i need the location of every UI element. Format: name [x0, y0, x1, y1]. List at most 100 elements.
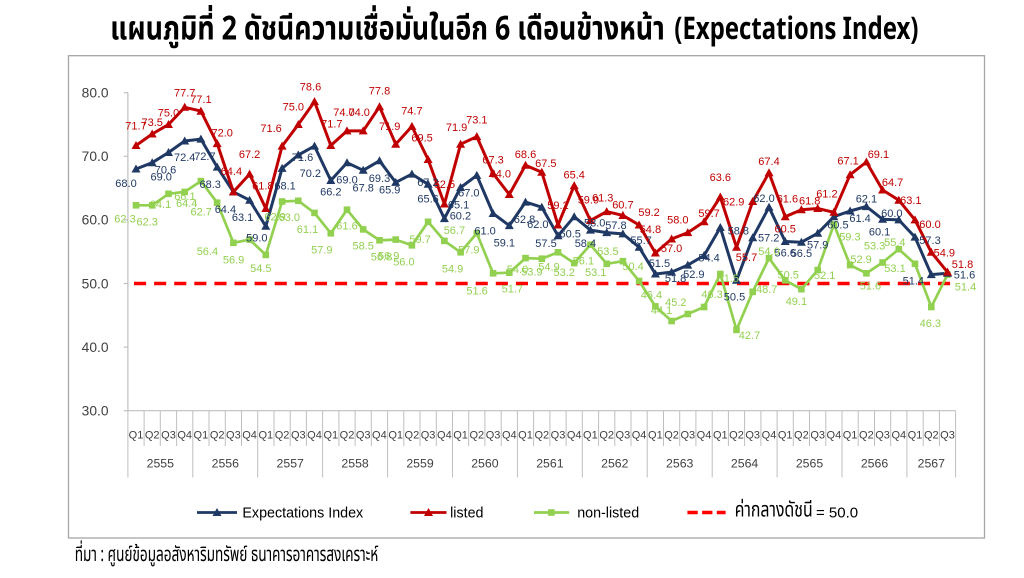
svg-text:60.7: 60.7: [612, 199, 633, 211]
svg-text:71.7: 71.7: [321, 119, 342, 131]
svg-text:57.2: 57.2: [758, 233, 779, 245]
svg-text:2556: 2556: [212, 457, 240, 471]
svg-text:67.3: 67.3: [482, 155, 503, 167]
svg-text:55.7: 55.7: [736, 252, 757, 264]
svg-text:Q3: Q3: [161, 430, 176, 442]
svg-text:Q3: Q3: [616, 430, 631, 442]
svg-text:77.8: 77.8: [369, 86, 390, 98]
svg-text:Q1: Q1: [583, 430, 598, 442]
svg-text:66.2: 66.2: [320, 187, 341, 199]
svg-text:51.6: 51.6: [466, 285, 487, 297]
svg-text:63.1: 63.1: [900, 195, 921, 207]
svg-text:51.8: 51.8: [665, 273, 686, 285]
svg-text:Q3: Q3: [875, 430, 890, 442]
svg-text:58.8: 58.8: [728, 226, 749, 238]
svg-text:53.2: 53.2: [553, 267, 574, 279]
svg-text:56.6: 56.6: [774, 248, 795, 260]
svg-text:50.5: 50.5: [724, 291, 745, 303]
svg-text:60.0: 60.0: [881, 208, 902, 220]
svg-text:60.0: 60.0: [82, 213, 109, 228]
svg-text:51.7: 51.7: [502, 284, 523, 296]
svg-text:Q4: Q4: [242, 430, 257, 442]
svg-text:57.3: 57.3: [919, 235, 940, 247]
svg-text:54.4: 54.4: [698, 253, 719, 265]
svg-text:55.4: 55.4: [884, 237, 905, 249]
svg-text:67.5: 67.5: [535, 158, 556, 170]
svg-text:Q3: Q3: [226, 430, 241, 442]
svg-text:70.6: 70.6: [155, 165, 176, 177]
svg-text:74.0: 74.0: [348, 107, 369, 119]
svg-text:54.0: 54.0: [507, 264, 528, 276]
svg-text:61.4: 61.4: [849, 213, 870, 225]
svg-text:67.8: 67.8: [352, 182, 373, 194]
svg-text:57.5: 57.5: [535, 238, 556, 250]
svg-text:54.5: 54.5: [250, 263, 271, 275]
svg-text:62.7: 62.7: [190, 207, 211, 219]
svg-text:59.1: 59.1: [494, 238, 515, 250]
svg-text:53.3: 53.3: [864, 241, 885, 253]
svg-text:72.4: 72.4: [174, 152, 195, 164]
svg-text:59.2: 59.2: [638, 207, 659, 219]
svg-text:Q1: Q1: [129, 430, 144, 442]
svg-text:62.3: 62.3: [114, 213, 135, 225]
svg-text:46.3: 46.3: [920, 318, 941, 330]
svg-text:Q2: Q2: [794, 430, 809, 442]
svg-text:2565: 2565: [796, 457, 824, 471]
svg-text:60.0: 60.0: [919, 219, 940, 231]
svg-text:71.6: 71.6: [292, 152, 313, 164]
svg-text:64.1: 64.1: [150, 199, 171, 211]
svg-text:65.1: 65.1: [448, 200, 469, 212]
svg-text:59.3: 59.3: [839, 231, 860, 243]
svg-text:40.0: 40.0: [82, 340, 109, 355]
svg-text:Q1: Q1: [323, 430, 338, 442]
svg-text:51.6: 51.6: [860, 280, 881, 292]
svg-text:57.9: 57.9: [458, 244, 479, 256]
svg-text:2560: 2560: [471, 457, 499, 471]
svg-text:78.6: 78.6: [300, 82, 321, 94]
svg-text:80.0: 80.0: [82, 86, 109, 101]
svg-text:Q2: Q2: [469, 430, 484, 442]
svg-text:non-listed: non-listed: [577, 506, 639, 522]
svg-text:Q4: Q4: [372, 430, 387, 442]
svg-text:58.4: 58.4: [575, 238, 596, 250]
svg-text:Q4: Q4: [502, 430, 517, 442]
svg-text:60.5: 60.5: [827, 220, 848, 232]
svg-text:63.6: 63.6: [710, 172, 731, 184]
svg-text:Q2: Q2: [924, 430, 939, 442]
svg-text:64.0: 64.0: [490, 169, 511, 181]
svg-text:54.8: 54.8: [640, 224, 661, 236]
svg-text:64.4: 64.4: [176, 198, 197, 210]
svg-text:61.1: 61.1: [297, 224, 318, 236]
svg-text:Q4: Q4: [437, 430, 452, 442]
svg-text:Q1: Q1: [258, 430, 273, 442]
svg-text:54.9: 54.9: [442, 263, 463, 275]
svg-text:Q3: Q3: [356, 430, 371, 442]
svg-text:Q2: Q2: [405, 430, 420, 442]
svg-text:70.0: 70.0: [82, 149, 109, 164]
svg-text:61.8: 61.8: [799, 196, 820, 208]
svg-text:74.0: 74.0: [333, 107, 354, 119]
svg-text:Q2: Q2: [275, 430, 290, 442]
svg-text:73.5: 73.5: [141, 117, 162, 129]
svg-text:Q1: Q1: [908, 430, 923, 442]
svg-text:Q3: Q3: [486, 430, 501, 442]
svg-text:50.0: 50.0: [82, 276, 109, 291]
svg-text:Q2: Q2: [599, 430, 614, 442]
svg-text:Q3: Q3: [421, 430, 436, 442]
svg-text:74.7: 74.7: [401, 105, 422, 117]
svg-text:53.9: 53.9: [521, 267, 542, 279]
svg-text:51.6: 51.6: [954, 269, 975, 281]
svg-text:2559: 2559: [406, 457, 434, 471]
svg-text:54.9: 54.9: [538, 261, 559, 273]
svg-text:60.2: 60.2: [450, 211, 471, 223]
svg-text:56.8: 56.8: [371, 251, 392, 263]
svg-text:57.9: 57.9: [807, 239, 828, 251]
svg-text:56.1: 56.1: [573, 256, 594, 268]
svg-text:Q4: Q4: [307, 430, 322, 442]
svg-text:72.0: 72.0: [211, 128, 232, 140]
svg-text:56.0: 56.0: [393, 256, 414, 268]
svg-text:59.7: 59.7: [698, 208, 719, 220]
svg-text:64.4: 64.4: [215, 204, 236, 216]
svg-text:42.7: 42.7: [739, 330, 760, 342]
svg-text:Q4: Q4: [827, 430, 842, 442]
